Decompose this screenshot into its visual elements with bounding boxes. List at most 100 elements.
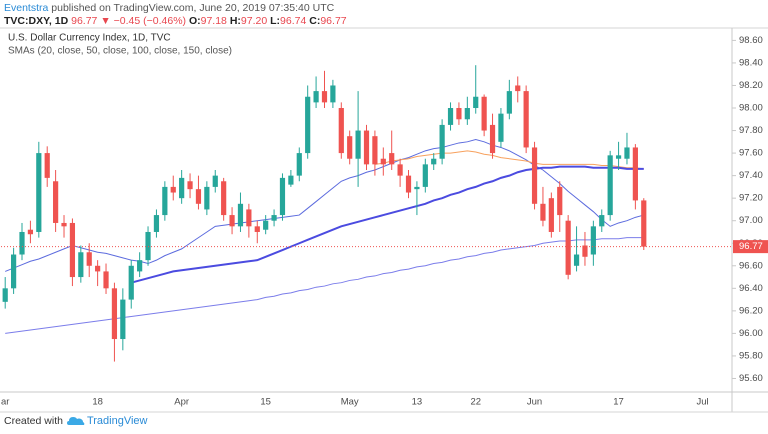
candle-body [330, 85, 336, 103]
y-tick-label: 97.80 [739, 125, 763, 136]
candle-body [36, 153, 42, 232]
y-tick-label: 95.60 [739, 373, 763, 384]
candle-body [313, 91, 319, 103]
candle-body [355, 130, 361, 159]
candle-body [288, 175, 294, 185]
candle-body [615, 155, 622, 159]
candle-body [641, 200, 647, 247]
y-tick-label: 97.40 [739, 170, 763, 181]
y-tick-label: 98.20 [739, 80, 763, 91]
logo-cloud [66, 417, 85, 425]
x-tick-label: May [341, 397, 359, 408]
y-tick-label: 98.60 [739, 35, 763, 46]
ohlc-key: C: [309, 15, 321, 27]
candle-body [19, 231, 25, 255]
candle-body [321, 91, 328, 103]
symbol-line: TVC:DXY, 1D 96.77 ▼ −0.45 (−0.46%) O:97.… [4, 15, 347, 27]
candle-body [128, 265, 134, 300]
candle-body [624, 147, 630, 159]
x-tick-label: 22 [470, 397, 481, 408]
candle-body [137, 260, 143, 272]
candle-body [372, 136, 378, 165]
candle-body [44, 153, 50, 178]
candle-body [229, 215, 235, 227]
change: −0.45 (−0.46%) [113, 15, 187, 27]
y-tick-label: 97.20 [739, 193, 763, 204]
x-tick-label: Apr [174, 397, 189, 408]
candle-body [464, 108, 470, 120]
candle-body [27, 229, 34, 235]
candle-body [590, 226, 596, 255]
candle-body [414, 186, 420, 190]
candle-body [380, 158, 386, 165]
candle-body [221, 181, 227, 216]
candle-body [431, 158, 437, 165]
candle-body [456, 108, 462, 120]
candle-body [389, 153, 395, 165]
candle-body [195, 189, 202, 204]
candle-body [170, 186, 176, 193]
candle-body [237, 203, 244, 227]
candle-body [103, 271, 109, 289]
y-tick-label: 98.00 [739, 103, 763, 114]
ohlc-value: 96.77 [320, 15, 347, 27]
author-link[interactable]: Eventstra [4, 2, 49, 14]
chart-title: U.S. Dollar Currency Index, 1D, TVC [8, 33, 171, 44]
last-price-label: 96.77 [739, 241, 763, 252]
y-tick-label: 96.40 [739, 283, 763, 294]
candle-body [212, 175, 218, 187]
candle-body [263, 220, 269, 230]
ohlc-key: H: [229, 15, 241, 27]
y-tick-label: 97.60 [739, 148, 763, 159]
candle-body [632, 147, 638, 201]
candle-body [187, 181, 193, 190]
candle-body [111, 288, 118, 340]
candle-body [557, 186, 563, 216]
candle-body [548, 198, 554, 232]
candle-body [246, 209, 252, 227]
candle-body [565, 220, 571, 275]
x-tick-label: ar [1, 397, 9, 408]
candle-body [489, 124, 496, 154]
sma-line [374, 150, 644, 170]
candle-body [523, 91, 529, 148]
ohlc-value: 96.74 [280, 15, 307, 27]
sma-line [5, 139, 644, 272]
publish-info: published on TradingView.com, June 20, 2… [51, 2, 335, 14]
candle-body [120, 299, 126, 340]
symbol: TVC:DXY, 1D [4, 15, 69, 27]
created-with: Created with [4, 415, 63, 427]
indicator-label: SMAs (20, close, 50, close, 100, close, … [8, 46, 232, 57]
x-tick-label: Jul [697, 397, 709, 408]
candle-body [481, 96, 487, 131]
candle-body [2, 288, 8, 302]
candle-body [582, 245, 588, 257]
candle-body [95, 265, 101, 272]
candle-body [405, 175, 412, 193]
candle-body [422, 164, 428, 187]
candle-body [506, 91, 512, 114]
candle-body [204, 186, 210, 210]
brand-logo[interactable] [66, 415, 85, 427]
y-tick-label: 95.80 [739, 350, 763, 361]
y-tick-label: 96.60 [739, 260, 763, 271]
ohlc-value: 97.20 [240, 15, 268, 27]
candle-body [53, 181, 59, 223]
sma-line [130, 165, 644, 284]
x-tick-label: 13 [412, 397, 423, 408]
candle-body [498, 113, 504, 142]
candle-body [607, 155, 613, 216]
candle-body [162, 186, 168, 216]
sma-line [5, 237, 644, 334]
candle-body [573, 254, 580, 266]
candle-body [296, 153, 302, 176]
brand-link[interactable]: TradingView [86, 415, 148, 427]
x-tick-label: 18 [92, 397, 103, 408]
candle-body [447, 108, 454, 125]
candle-body [515, 85, 521, 92]
x-tick-label: 15 [260, 397, 271, 408]
candle-body [86, 252, 92, 266]
candle-body [279, 177, 286, 216]
x-tick-label: Jun [527, 397, 542, 408]
